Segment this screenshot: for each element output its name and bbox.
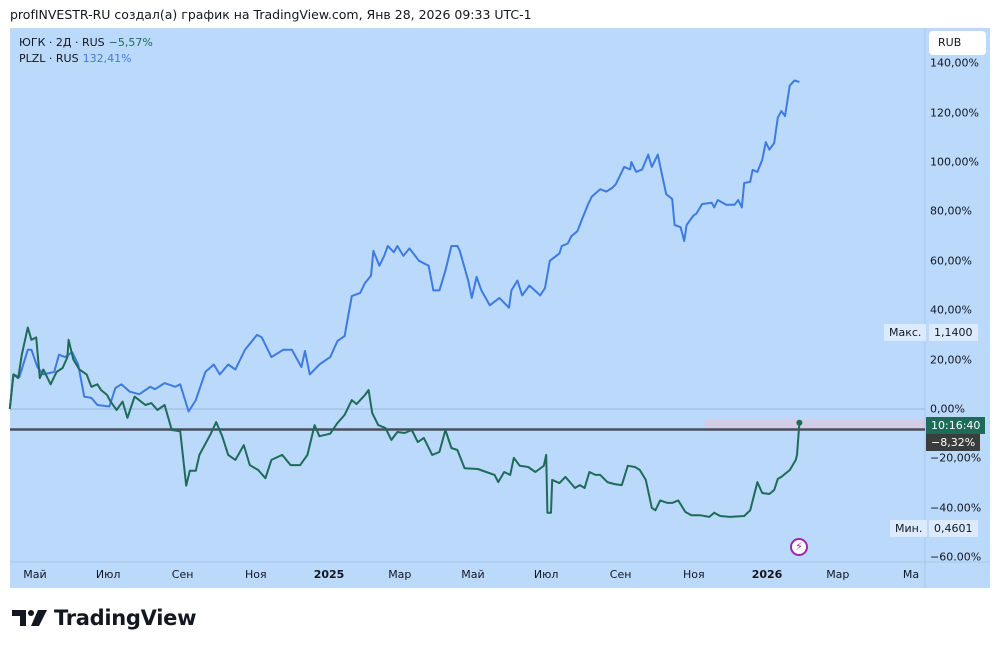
y-tick-label: −20,00% <box>930 451 982 465</box>
x-tick-label: Июл <box>95 568 121 581</box>
min-value: 0,4601 <box>929 520 978 537</box>
series-line-ugk[interactable] <box>8 326 801 518</box>
y-tick-label: 100,00% <box>930 155 979 169</box>
legend-series-a[interactable]: ЮГК · 2Д · RUS −5,57% <box>19 35 153 51</box>
legend-series-a-change: −5,57% <box>108 36 153 49</box>
y-tick-label: 140,00% <box>930 56 979 70</box>
x-tick-label: Сен <box>171 568 194 581</box>
chart-legend: ЮГК · 2Д · RUS −5,57% PLZL · RUS 132,41% <box>19 35 153 67</box>
y-tick-label: −40.00% <box>930 501 982 515</box>
currency-button[interactable]: RUB <box>929 31 986 55</box>
min-label: Мин. <box>890 520 928 537</box>
y-tick-label: 0,00% <box>930 402 965 416</box>
session-highlight <box>705 419 925 431</box>
last-point-marker <box>796 419 803 426</box>
y-tick-label: 120,00% <box>930 106 979 120</box>
tradingview-logo-text: TradingView <box>54 606 197 630</box>
tradingview-logo-icon <box>12 610 47 626</box>
bar-countdown: 10:16:40 <box>926 417 986 434</box>
x-tick-label: Ма <box>902 568 920 581</box>
legend-series-b-change: 132,41% <box>82 52 132 65</box>
lightning-icon[interactable]: ⚡ <box>790 538 808 556</box>
legend-series-b-label: PLZL · RUS <box>19 52 79 65</box>
y-tick-label: 40,00% <box>930 303 972 317</box>
chart-attribution: profINVESTR-RU создал(а) график на Tradi… <box>10 7 532 22</box>
max-value: 1,1400 <box>929 324 978 341</box>
x-tick-label: Май <box>461 568 485 581</box>
x-tick-label: Мар <box>826 568 850 581</box>
x-tick-label: 2025 <box>313 568 345 581</box>
x-tick-label: Июл <box>533 568 559 581</box>
legend-series-b[interactable]: PLZL · RUS 132,41% <box>19 51 153 67</box>
y-tick-label: 60,00% <box>930 254 972 268</box>
chart-panel[interactable] <box>10 28 990 588</box>
x-tick-label: Ноя <box>244 568 267 581</box>
x-tick-label: 2026 <box>751 568 783 581</box>
series-line-plzl[interactable] <box>8 79 800 413</box>
legend-series-a-label: ЮГК · 2Д · RUS <box>19 36 105 49</box>
y-tick-label: 20,00% <box>930 353 972 367</box>
y-tick-label: −60.00% <box>930 550 982 564</box>
max-label: Макс. <box>884 324 927 341</box>
y-tick-label: 80,00% <box>930 204 972 218</box>
x-tick-label: Сен <box>609 568 632 581</box>
last-value-label: −8,32% <box>926 434 981 451</box>
tradingview-logo[interactable]: TradingView <box>12 606 196 630</box>
x-tick-label: Май <box>23 568 47 581</box>
x-tick-label: Ноя <box>682 568 705 581</box>
x-tick-label: Мар <box>388 568 412 581</box>
